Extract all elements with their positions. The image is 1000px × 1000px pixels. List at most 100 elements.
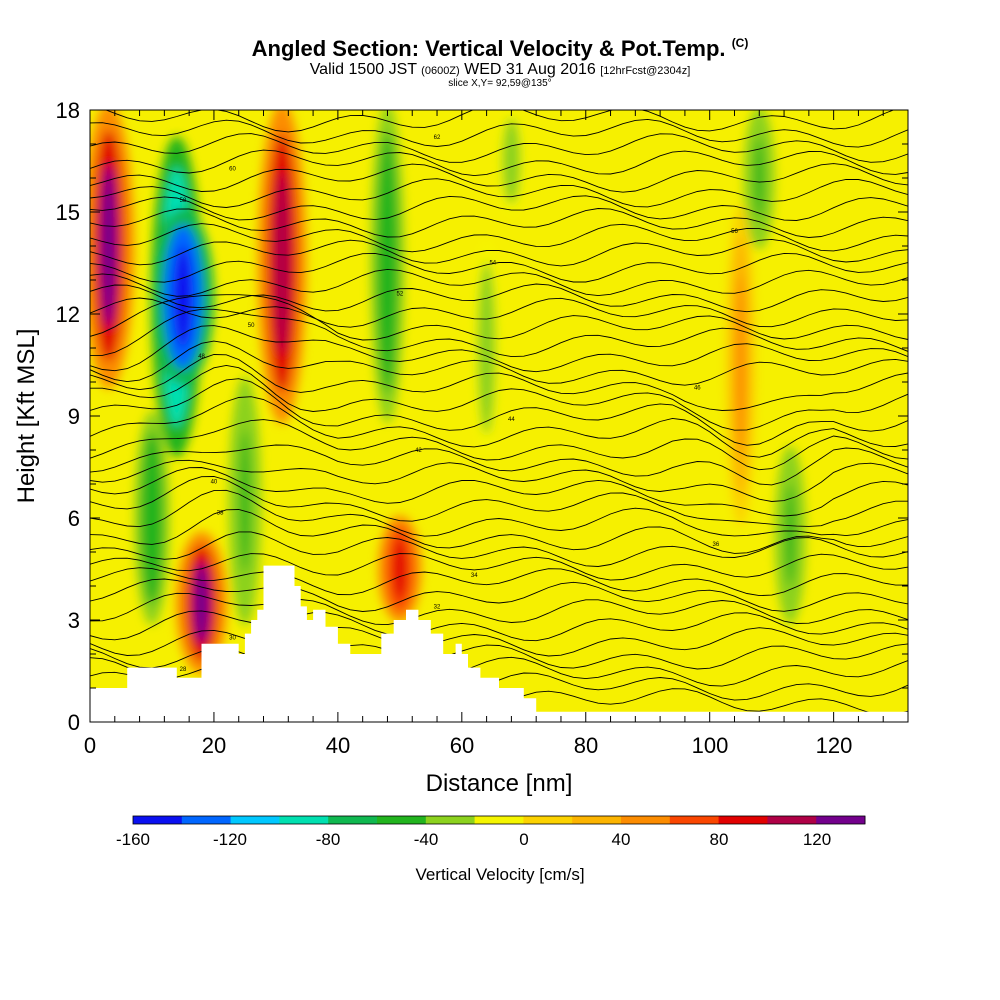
contour-label: 58 bbox=[180, 198, 187, 204]
colorbar-swatch bbox=[377, 816, 427, 824]
colorbar-swatch bbox=[572, 816, 622, 824]
colorbar-swatch bbox=[425, 816, 476, 824]
y-axis: 0 3 6 9 12 15 18 bbox=[56, 98, 80, 735]
isentrope bbox=[90, 531, 908, 567]
isentrope bbox=[90, 133, 908, 163]
isentrope bbox=[104, 110, 895, 133]
minor-ticks bbox=[89, 109, 909, 723]
isentrope bbox=[90, 294, 908, 341]
velocity-field bbox=[90, 110, 806, 675]
isentrope bbox=[90, 419, 908, 471]
colorbar-swatch bbox=[230, 816, 280, 824]
velocity-core bbox=[193, 562, 210, 644]
isentrope bbox=[90, 626, 908, 657]
isentrope bbox=[90, 553, 908, 581]
colorbar bbox=[132, 815, 866, 825]
isentrope bbox=[90, 195, 908, 221]
x-tick-label: 40 bbox=[326, 733, 350, 758]
velocity-core bbox=[239, 429, 251, 573]
y-tick-label: 9 bbox=[68, 404, 80, 429]
colorbar-tick-label: -160 bbox=[116, 830, 150, 849]
contour-label: 30 bbox=[229, 636, 236, 642]
isentrope bbox=[90, 178, 908, 208]
contour-labels: 28 30 32 34 36 38 40 42 44 46 48 50 52 54 56 58 60 62 bbox=[180, 135, 739, 673]
isentrope bbox=[90, 354, 908, 411]
velocity-core bbox=[382, 171, 393, 355]
isentrope bbox=[90, 268, 908, 297]
y-axis-label: Height [Kft MSL] bbox=[13, 329, 40, 504]
colorbar-swatch bbox=[767, 816, 817, 824]
contour-label: 38 bbox=[217, 511, 224, 517]
contour-label: 34 bbox=[471, 573, 478, 579]
isentrope bbox=[90, 509, 908, 554]
isentrope bbox=[90, 283, 908, 313]
contour-label: 32 bbox=[434, 604, 441, 610]
isentrope bbox=[90, 340, 908, 386]
y-tick-label: 18 bbox=[56, 98, 80, 123]
isentrope bbox=[90, 325, 908, 373]
colorbar-swatch bbox=[718, 816, 768, 824]
isentrope bbox=[90, 297, 908, 328]
colorbar-swatch bbox=[669, 816, 720, 824]
isentrope bbox=[90, 459, 908, 502]
contour-label: 60 bbox=[229, 167, 236, 173]
isentrope bbox=[90, 396, 908, 458]
velocity-core bbox=[274, 171, 290, 355]
colorbar-swatch bbox=[181, 816, 232, 824]
velocity-core bbox=[736, 273, 746, 457]
isentrope bbox=[90, 208, 908, 238]
colorbar-swatch bbox=[328, 816, 378, 824]
colorbar-tick-label: -40 bbox=[414, 830, 439, 849]
velocity-core bbox=[393, 538, 407, 600]
isentrope bbox=[90, 118, 908, 148]
contour-label: 46 bbox=[694, 385, 701, 391]
terrain bbox=[90, 565, 908, 722]
colorbar-swatch bbox=[523, 816, 573, 824]
colorbar-swatch bbox=[279, 816, 329, 824]
y-tick-label: 3 bbox=[68, 608, 80, 633]
isentrope bbox=[90, 610, 908, 642]
x-tick-label: 60 bbox=[450, 733, 474, 758]
isentrope bbox=[90, 444, 908, 486]
isentrope bbox=[90, 308, 908, 358]
isentrope bbox=[90, 252, 908, 283]
isentrope bbox=[90, 364, 908, 431]
colorbar-tick-label: 0 bbox=[519, 830, 528, 849]
y-tick-label: 15 bbox=[56, 200, 80, 225]
colorbar-ticks: -160 -120 -80 -40 0 40 80 120 bbox=[116, 830, 831, 849]
contour-label: 54 bbox=[489, 260, 496, 266]
velocity-core bbox=[146, 456, 158, 580]
x-axis-label: Distance [nm] bbox=[426, 770, 573, 797]
x-tick-label: 120 bbox=[816, 733, 853, 758]
chart-title: Angled Section: Vertical Velocity & Pot.… bbox=[251, 36, 749, 61]
y-tick-label: 12 bbox=[56, 302, 80, 327]
isentrope bbox=[90, 567, 908, 597]
colorbar-tick-label: -80 bbox=[316, 830, 341, 849]
isentrope bbox=[90, 489, 908, 537]
isentrope bbox=[90, 163, 908, 193]
colorbar-swatch bbox=[621, 816, 671, 824]
contour-label: 56 bbox=[731, 229, 738, 235]
contour-label: 52 bbox=[397, 292, 404, 298]
contour-label: 36 bbox=[713, 542, 720, 548]
isentrope bbox=[90, 476, 908, 527]
isentrope bbox=[90, 592, 908, 626]
contour-label: 42 bbox=[415, 448, 422, 454]
velocity-core bbox=[785, 484, 796, 586]
x-tick-label: 100 bbox=[692, 733, 729, 758]
isentrope bbox=[90, 223, 908, 253]
colorbar-tick-label: 120 bbox=[803, 830, 831, 849]
isentrope bbox=[90, 149, 908, 177]
x-tick-label: 20 bbox=[202, 733, 226, 758]
colorbar-swatch bbox=[474, 816, 524, 824]
pot-temp-contours bbox=[90, 110, 908, 716]
colorbar-tick-label: 40 bbox=[612, 830, 631, 849]
contour-label: 28 bbox=[180, 667, 187, 673]
velocity-core bbox=[481, 286, 492, 410]
x-axis: 0 20 40 60 80 100 120 bbox=[84, 733, 852, 758]
colorbar-swatch bbox=[816, 816, 866, 824]
x-tick-label: 0 bbox=[84, 733, 96, 758]
isentrope bbox=[90, 578, 908, 612]
colorbar-swatch bbox=[133, 816, 183, 824]
